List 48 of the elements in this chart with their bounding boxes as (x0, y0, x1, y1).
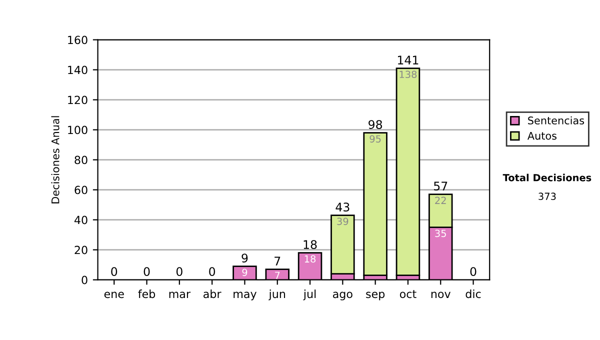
y-tick-label: 140 (68, 66, 88, 74)
x-tick-label: ene (104, 292, 124, 298)
data-label: 9 (242, 268, 248, 276)
total-label: 0 (209, 267, 216, 276)
total-label: 0 (176, 267, 182, 276)
x-tick-label: abr (204, 290, 222, 298)
bar (396, 68, 420, 276)
total-label: 43 (336, 202, 350, 212)
y-tick-label: 40 (74, 216, 88, 224)
x-tick-label: jul (303, 290, 316, 300)
x-tick-label: sep (366, 292, 385, 300)
data-label: 22 (435, 196, 446, 204)
x-tick-label: feb (138, 290, 156, 298)
total-label: 0 (111, 267, 118, 276)
data-label: 95 (370, 135, 381, 143)
x-tick-label: ago (333, 292, 352, 300)
data-label: 138 (400, 70, 417, 78)
data-label: 35 (435, 230, 446, 238)
legend-label: Sentencias (528, 116, 584, 124)
text: Total Decisiones (502, 174, 592, 182)
y-axis-title: Decisiones Anual (51, 116, 60, 204)
y-tick-label: 0 (82, 276, 88, 284)
text: 373 (538, 192, 556, 200)
x-tick-label: may (234, 292, 256, 300)
total-label: 0 (470, 267, 476, 276)
y-tick-label: 80 (74, 156, 88, 164)
x-tick-label: jun (268, 290, 286, 300)
y-tick-label: 60 (74, 186, 88, 194)
legend-label: Autos (527, 132, 556, 140)
x-tick-label: mar (169, 292, 191, 298)
x-tick-label: dic (466, 290, 481, 298)
total-label: 18 (304, 240, 317, 250)
y-tick-label: 120 (68, 96, 88, 104)
total-label: 0 (144, 267, 150, 276)
x-tick-label: oct (400, 290, 416, 298)
y-tick-label: 100 (68, 126, 88, 134)
y-tick-label: 20 (74, 246, 88, 254)
total-label: 98 (368, 120, 382, 130)
y-tick-label: 160 (68, 36, 88, 44)
total-label: 9 (242, 254, 248, 263)
total-label: 7 (274, 256, 280, 266)
total-label: 141 (398, 56, 418, 64)
data-label: 7 (275, 272, 280, 279)
total-label: 57 (434, 182, 448, 191)
data-label: 18 (304, 255, 316, 263)
x-tick-label: nov (431, 292, 450, 298)
bar (363, 132, 388, 276)
data-label: 39 (337, 218, 348, 226)
